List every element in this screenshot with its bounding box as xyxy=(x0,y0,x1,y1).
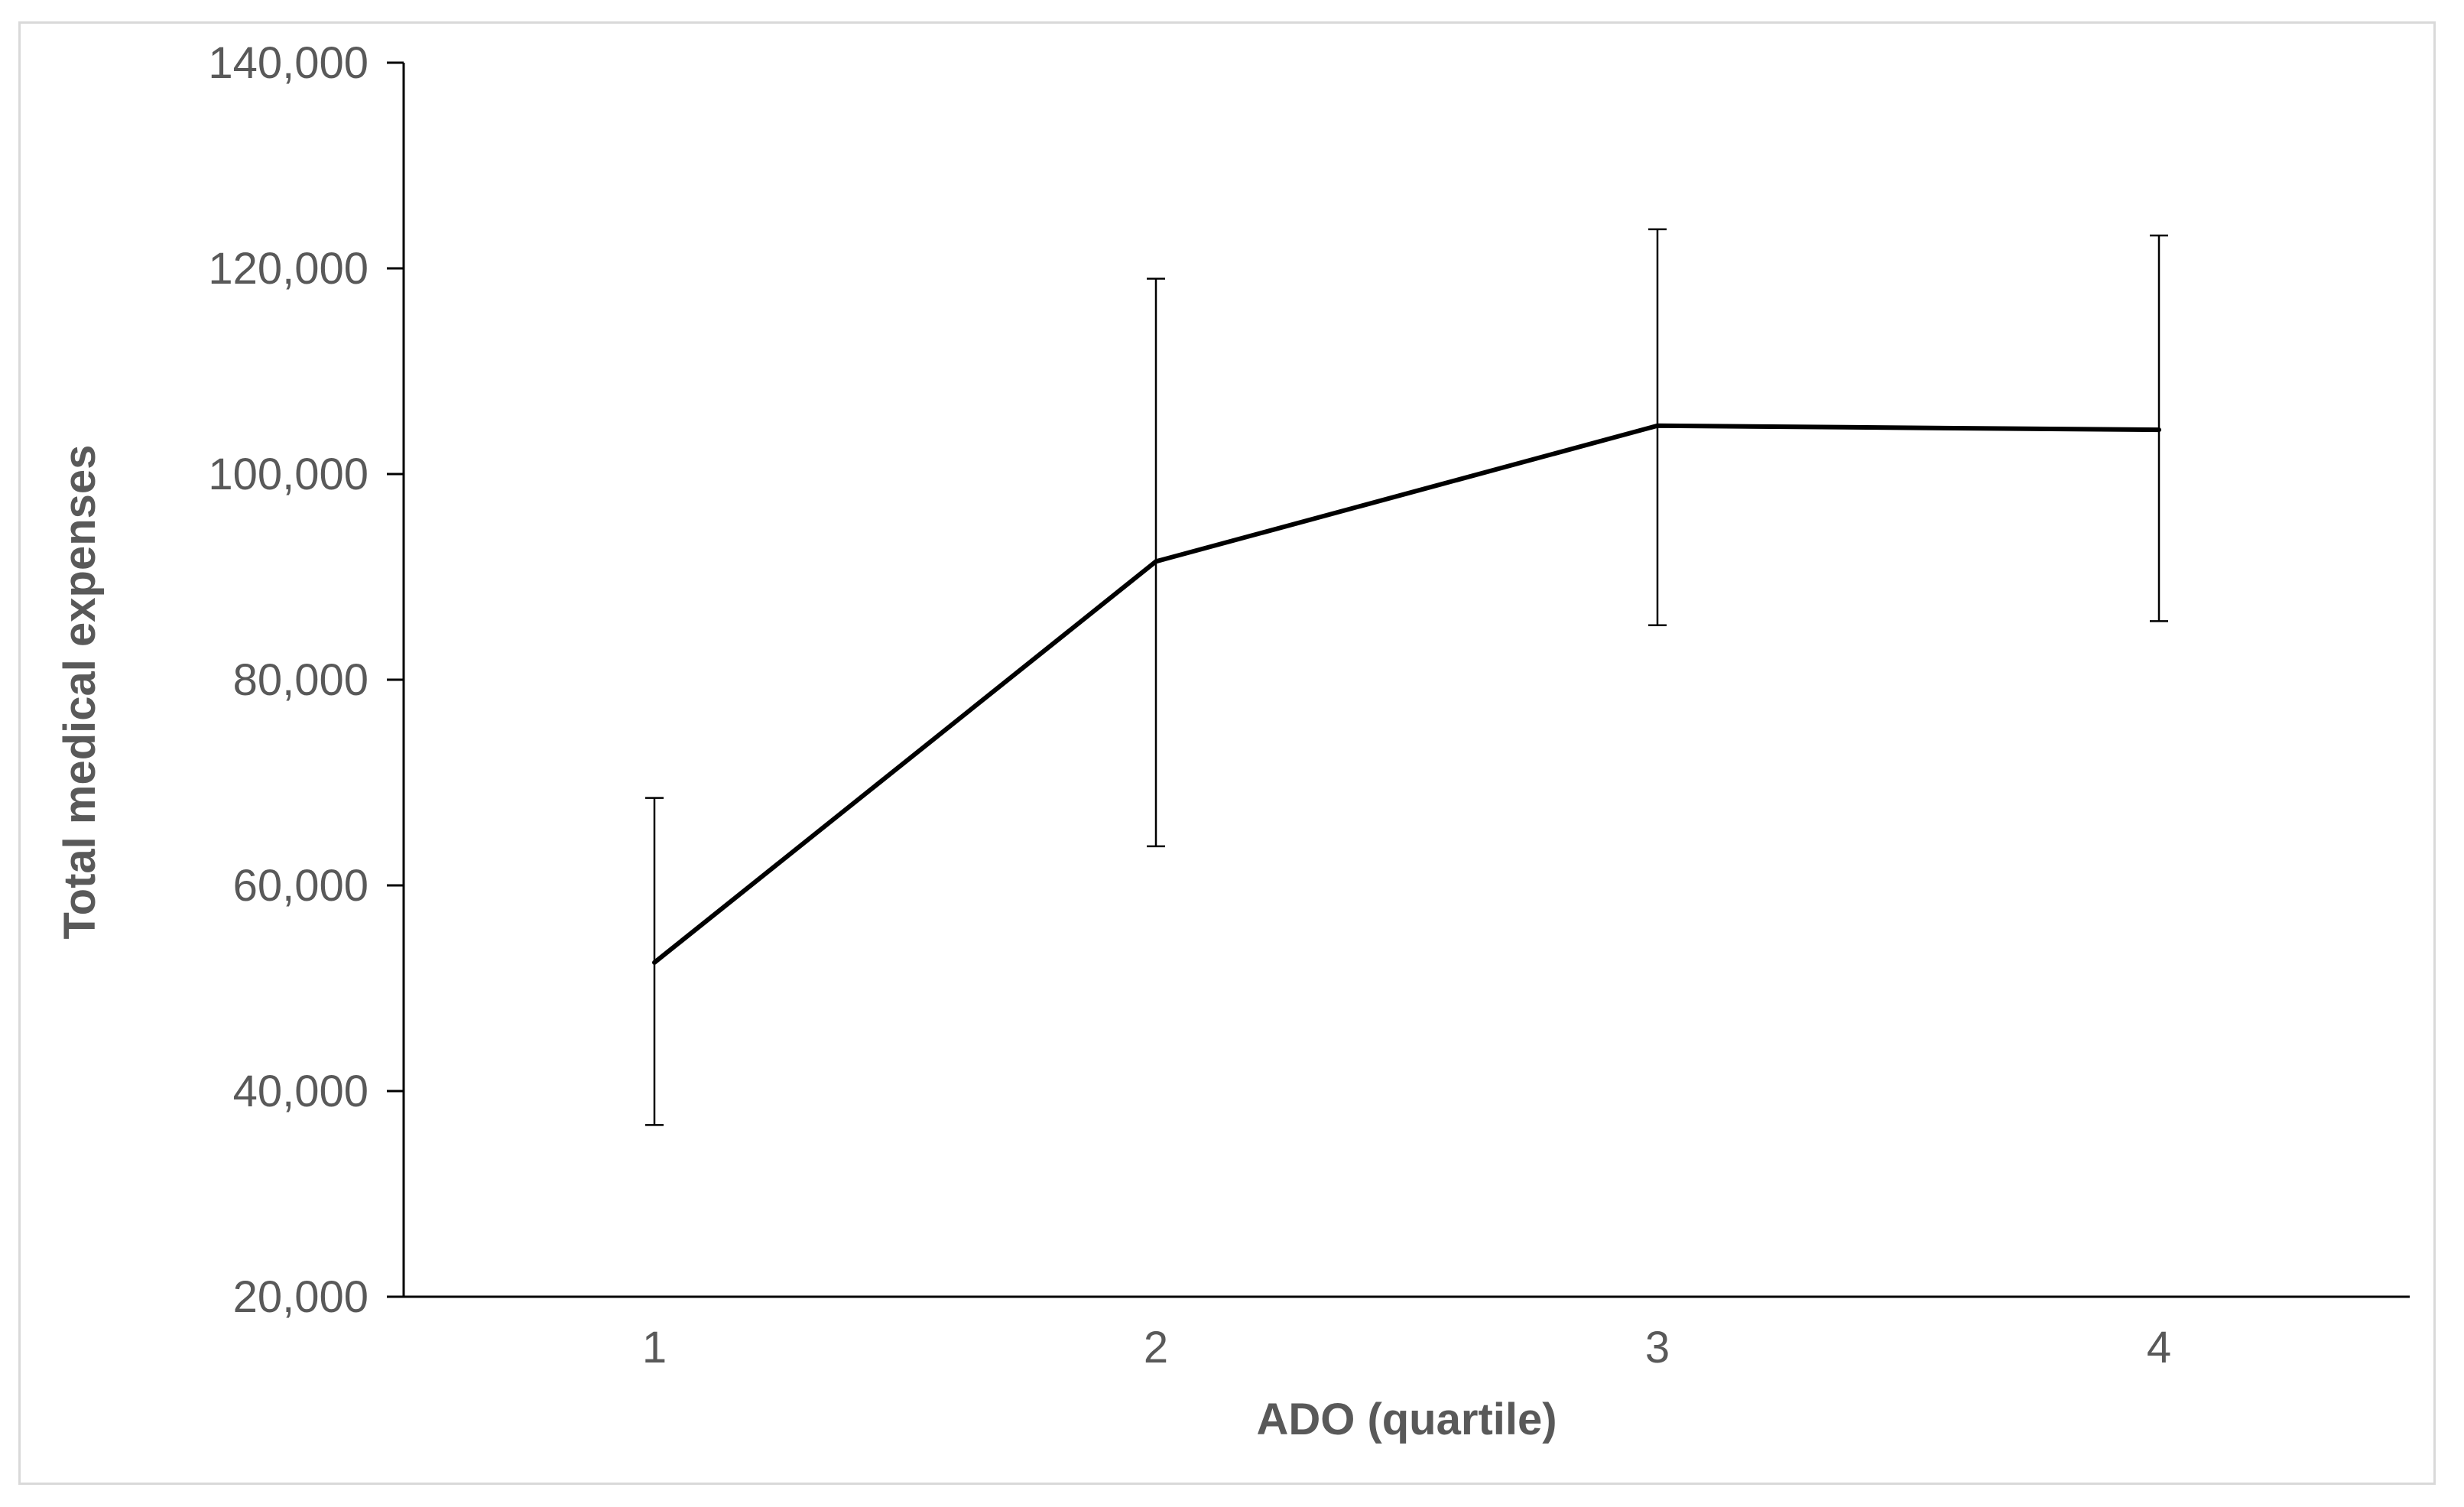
data-point xyxy=(2157,427,2161,433)
x-axis-ticks: 1 2 3 4 xyxy=(642,1323,2171,1372)
data-point xyxy=(1655,423,1660,428)
y-axis-ticks: 20,000 40,000 60,000 80,000 100,000 120,000 14… xyxy=(208,38,404,1322)
data-point xyxy=(1154,559,1158,564)
x-tick-label: 3 xyxy=(1645,1323,1670,1372)
x-axis-title: ADO (quartile) xyxy=(1256,1395,1557,1444)
data-points xyxy=(652,423,2161,965)
y-tick-label: 80,000 xyxy=(233,655,368,705)
x-tick-label: 2 xyxy=(1144,1323,1168,1372)
chart-frame xyxy=(18,21,2436,1485)
y-tick-label: 100,000 xyxy=(208,450,368,499)
y-tick-label: 140,000 xyxy=(208,38,368,88)
series-line xyxy=(653,423,2160,965)
y-tick-label: 120,000 xyxy=(208,244,368,294)
y-tick-label: 60,000 xyxy=(233,861,368,911)
axes xyxy=(402,63,2410,1298)
error-bars xyxy=(645,228,2168,1126)
y-axis-title: Total medical expenses xyxy=(55,445,105,940)
y-tick-label: 40,000 xyxy=(233,1067,368,1116)
x-tick-label: 4 xyxy=(2147,1323,2171,1372)
x-tick-label: 1 xyxy=(642,1323,667,1372)
data-point xyxy=(652,960,657,965)
y-tick-label: 20,000 xyxy=(233,1272,368,1322)
